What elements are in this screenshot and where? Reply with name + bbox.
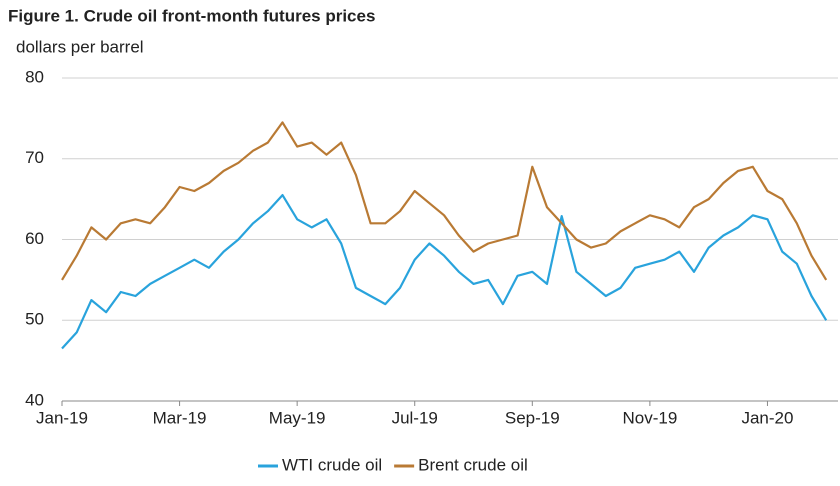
y-axis-label: dollars per barrel [16,37,144,56]
x-tick-label: Sep-19 [505,408,560,427]
x-tick-label: Mar-19 [153,408,207,427]
legend-label: WTI crude oil [282,455,382,474]
y-tick-label: 80 [25,67,44,86]
x-tick-label: Jan-19 [36,408,88,427]
series-line [61,121,828,281]
y-tick-label: 50 [25,310,44,329]
x-tick-label: Jul-19 [392,408,438,427]
y-tick-label: 40 [25,390,44,409]
series-line [61,194,828,350]
legend-label: Brent crude oil [418,455,528,474]
x-tick-label: Jan-20 [741,408,793,427]
chart-title: Figure 1. Crude oil front-month futures … [8,6,375,25]
y-tick-label: 60 [25,229,44,248]
x-tick-label: Nov-19 [622,408,677,427]
x-tick-label: May-19 [269,408,326,427]
y-tick-label: 70 [25,148,44,167]
